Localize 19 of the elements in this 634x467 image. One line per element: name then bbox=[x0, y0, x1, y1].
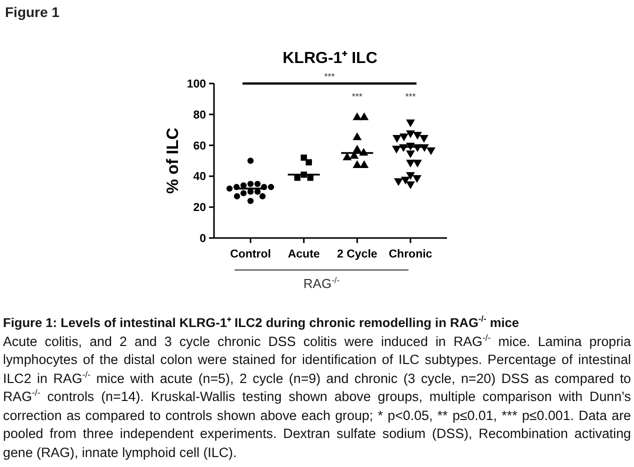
annotation: *** bbox=[352, 92, 363, 102]
text: *** bbox=[324, 72, 336, 82]
y-tick-label: 20 bbox=[193, 202, 206, 214]
x-tick-label: Control bbox=[230, 248, 271, 260]
annotation: *** bbox=[405, 92, 416, 102]
y-tick-label: 60 bbox=[193, 140, 206, 152]
y-tick-label: 40 bbox=[193, 171, 206, 184]
caption: Figure 1 bbox=[5, 4, 60, 20]
x-tick-label: 2 Cycle bbox=[337, 248, 378, 260]
caption: Figure 1: Levels of intestinal KLRG-1⁺ ILC2 during chronic remodelling in RAG$^{-/-}$ mice bbox=[3, 314, 520, 332]
chart-title: KLRG-1⁺ ILC bbox=[282, 50, 378, 67]
text: Acute colitis, and 2 and 3 cycle chronic DSS colitis were induced in RAG$^{-/-}$ mice. Lamina propria lymphocytes of the distal colon were stained for identification of ILC subtypes. Percentage of intestinal ILC2 in RAG$^{-/-}$ mice with acute (n=5), 2 cycle (n=9) and chronic (3 cycle, n=20) DSS as compared to RAG$^{-/-}$ controls (n=14). Kruskal-Wallis testing shown above groups, multiple comparison with Dunn’s correction as compared to controls shown above each group; * p<0.05, ** p≤0.01, *** p≤0.001. Data are pooled from three independent experiments. Dextran sulfate sodium (DSS), Recombination activating gene (RAG), innate lymphoid cell (ILC). bbox=[3, 332, 631, 460]
x-tick-label: Acute bbox=[288, 248, 320, 260]
y-tick-label: 80 bbox=[193, 109, 206, 122]
y-axis-title: % of ILC bbox=[164, 128, 182, 194]
y-tick-label: 0 bbox=[200, 233, 206, 246]
x-axis-title: RAG$^{-/-}$ bbox=[303, 275, 340, 291]
y-tick-label: 100 bbox=[186, 78, 206, 91]
x-tick-label: Chronic bbox=[388, 248, 433, 260]
